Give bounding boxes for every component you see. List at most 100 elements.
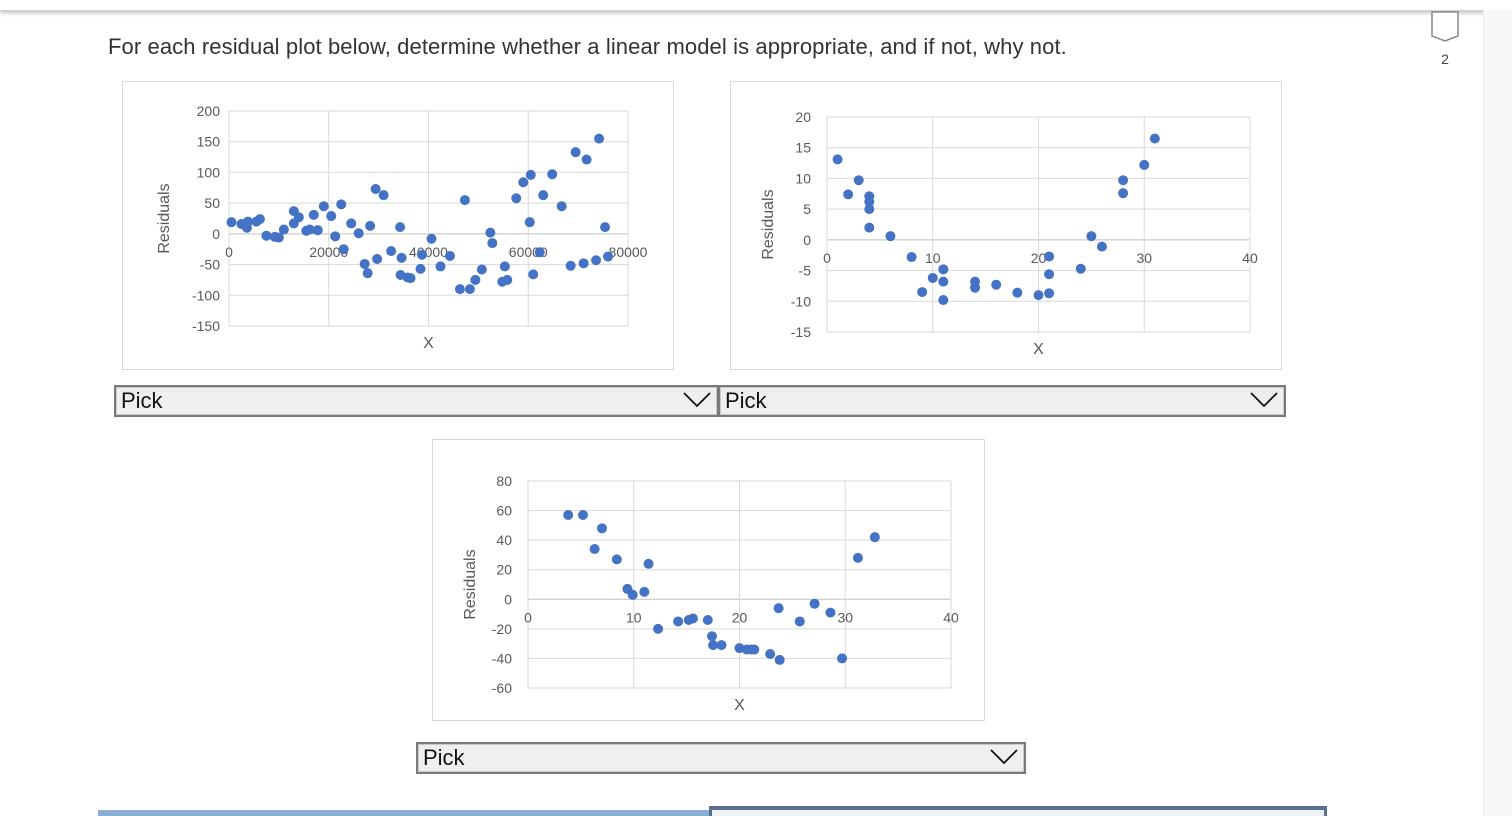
y-axis-label: Residuals (462, 549, 479, 619)
next-section-tab-left[interactable] (98, 810, 710, 816)
y-tick-label: 20 (496, 562, 512, 578)
data-point (687, 613, 698, 624)
scatter-chart-3: 80 60 40 20 0 -20 -40 -60 0 10 20 30 40 X Residuals (462, 473, 959, 714)
data-point (426, 233, 437, 244)
data-point (346, 218, 357, 229)
data-point (991, 279, 1002, 290)
residual-plot-2: 20 15 10 5 0 -5 -10 -15 0 10 20 30 40 X Residuals (730, 81, 1282, 370)
data-point (308, 209, 319, 220)
y-tick-label: 15 (795, 140, 811, 156)
data-point (578, 258, 589, 269)
data-point (869, 532, 880, 543)
data-point (970, 282, 981, 293)
bookmark-flag-icon[interactable] (1430, 10, 1460, 42)
data-point (278, 224, 289, 235)
data-point (1044, 269, 1055, 280)
x-tick-label: 30 (1136, 250, 1152, 266)
data-point (1096, 241, 1107, 252)
data-point (673, 616, 684, 627)
y-tick-label: 50 (204, 195, 220, 211)
data-point (864, 204, 875, 215)
data-point (864, 196, 875, 207)
x-axis-label: X (1033, 341, 1044, 358)
data-point (444, 250, 455, 261)
plot-1-answer-dropdown[interactable]: Pick (114, 385, 719, 417)
data-point (261, 230, 272, 241)
chevron-down-icon (683, 392, 711, 408)
question-prompt: For each residual plot below, determine … (108, 34, 1067, 59)
y-tick-label: 0 (212, 226, 220, 242)
data-point (525, 169, 536, 180)
data-point (627, 589, 638, 600)
data-point (254, 214, 265, 225)
x-tick-label: 0 (524, 609, 532, 625)
y-tick-label: -20 (492, 621, 512, 637)
data-point (396, 252, 407, 263)
x-tick-label: 40000 (409, 244, 448, 260)
data-point (304, 224, 315, 235)
data-point (749, 644, 760, 655)
y-tick-label: -50 (200, 257, 220, 273)
data-point (415, 263, 426, 274)
data-point (773, 603, 784, 614)
data-point (938, 276, 949, 287)
y-tick-label: -60 (492, 680, 512, 696)
x-tick-label: 10 (925, 250, 941, 266)
residual-plot-3: 80 60 40 20 0 -20 -40 -60 0 10 20 30 40 X Residuals (432, 439, 985, 721)
data-point (707, 631, 718, 642)
scatter-chart-2: 20 15 10 5 0 -5 -10 -15 0 10 20 30 40 X Residuals (760, 109, 1258, 358)
data-point (454, 284, 465, 295)
data-point (528, 269, 539, 280)
x-tick-label: 20 (1031, 250, 1047, 266)
data-point (502, 274, 513, 285)
data-point (485, 227, 496, 238)
x-axis-label: X (734, 697, 745, 714)
data-point (1044, 288, 1055, 299)
data-point (611, 554, 622, 565)
data-point (417, 249, 428, 260)
data-point (336, 199, 347, 210)
data-point (938, 295, 949, 306)
x-tick-label: 10 (626, 609, 642, 625)
y-tick-label: 0 (803, 232, 811, 248)
data-point (600, 222, 611, 233)
y-tick-label: -150 (192, 318, 220, 334)
data-point (226, 217, 237, 228)
x-tick-label: 40 (1242, 250, 1258, 266)
data-point (1033, 290, 1044, 301)
data-point (809, 598, 820, 609)
data-point (597, 523, 608, 534)
data-point (570, 147, 581, 158)
data-point (487, 238, 498, 249)
data-point (365, 220, 376, 231)
data-point (370, 184, 381, 195)
data-point (1118, 188, 1129, 199)
plot-2-answer-dropdown[interactable]: Pick (718, 385, 1286, 417)
y-tick-label: 200 (197, 103, 221, 119)
data-point (435, 261, 446, 272)
data-point (1044, 251, 1055, 262)
residual-plot-1: 200 150 100 50 0 -50 -100 -150 0 20000 40000 60000 8… (122, 81, 674, 370)
data-point (843, 189, 854, 200)
data-point (459, 195, 470, 206)
data-point (556, 201, 567, 212)
y-axis-label: Residuals (760, 189, 777, 259)
data-point (639, 586, 650, 597)
plot-3-answer-dropdown[interactable]: Pick (416, 742, 1026, 774)
data-point (1118, 175, 1129, 186)
data-point (353, 228, 364, 239)
dropdown-selected-value: Pick (423, 745, 465, 770)
data-point (765, 648, 776, 659)
data-point (1012, 287, 1023, 298)
y-tick-label: 100 (197, 164, 221, 180)
x-axis-label: X (423, 335, 434, 352)
data-point (734, 643, 745, 654)
x-tick-label: 0 (823, 250, 831, 266)
data-point (702, 614, 713, 625)
dropdown-selected-value: Pick (121, 388, 163, 413)
x-tick-label: 80000 (609, 244, 648, 260)
y-tick-label: 20 (795, 109, 811, 125)
next-section-tab-right[interactable] (709, 806, 1327, 816)
data-point (837, 653, 848, 664)
